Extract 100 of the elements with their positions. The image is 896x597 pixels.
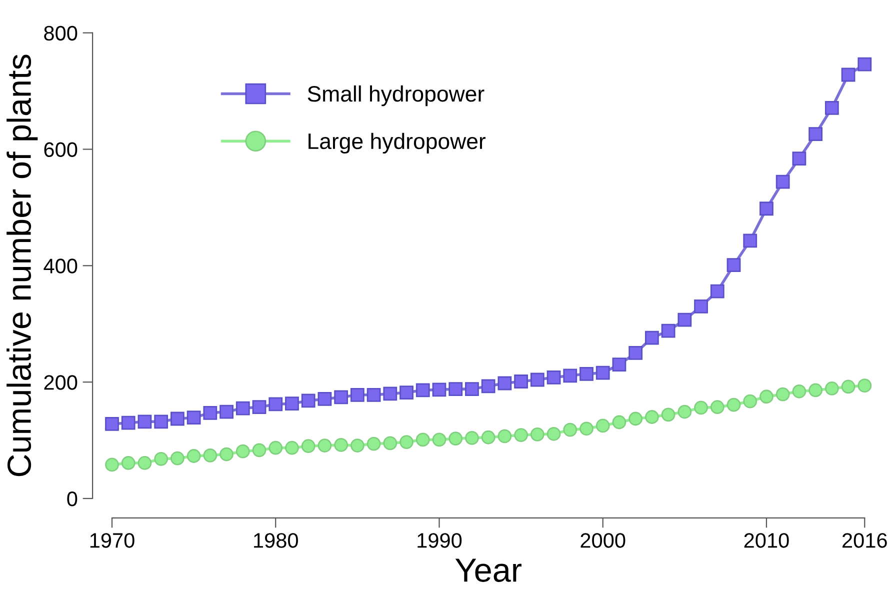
legend-label: Large hydropower xyxy=(308,132,486,154)
point xyxy=(824,100,839,115)
x-tick-label: 1980 xyxy=(254,533,298,548)
point xyxy=(285,396,299,411)
point xyxy=(432,382,446,397)
x-tick-label: 2016 xyxy=(842,533,887,548)
point xyxy=(334,438,348,452)
y-axis-title: Cumulative number of plants xyxy=(6,54,38,476)
x-axis-title: Year xyxy=(455,558,522,582)
point xyxy=(644,410,659,424)
point xyxy=(138,414,152,429)
point xyxy=(203,448,218,462)
point xyxy=(710,400,724,414)
point xyxy=(105,458,119,472)
point xyxy=(400,386,414,400)
point xyxy=(563,368,578,383)
point xyxy=(580,366,594,381)
point xyxy=(481,430,496,444)
point xyxy=(612,415,626,430)
point xyxy=(678,404,692,419)
point xyxy=(726,398,741,412)
point xyxy=(448,432,463,446)
point xyxy=(694,400,708,415)
point xyxy=(776,174,790,189)
point xyxy=(236,401,250,416)
x-tick-label: 2000 xyxy=(580,533,626,548)
point xyxy=(121,416,136,430)
point xyxy=(252,443,266,458)
point xyxy=(301,439,316,454)
point xyxy=(170,412,184,426)
point xyxy=(383,436,398,450)
point xyxy=(301,394,316,408)
point xyxy=(285,440,299,455)
point xyxy=(678,312,692,327)
point xyxy=(416,432,430,447)
point xyxy=(546,370,561,384)
point xyxy=(432,432,446,447)
point xyxy=(841,380,856,394)
y-tick-label: 800 xyxy=(44,26,78,41)
y-tick-label: 600 xyxy=(44,142,78,158)
point xyxy=(448,382,463,396)
point xyxy=(220,447,234,462)
point xyxy=(203,406,218,420)
point xyxy=(318,392,332,406)
point xyxy=(465,382,479,396)
point xyxy=(416,383,430,398)
point xyxy=(808,127,822,142)
point xyxy=(138,456,152,470)
point xyxy=(400,435,414,449)
point xyxy=(268,397,283,412)
point xyxy=(710,284,724,298)
point xyxy=(366,436,381,451)
x-tick-label: 2010 xyxy=(744,533,789,548)
point xyxy=(530,372,544,387)
point xyxy=(220,404,234,419)
point xyxy=(514,428,528,442)
point xyxy=(726,258,741,272)
point xyxy=(546,426,561,441)
point xyxy=(465,431,479,445)
x-tick-label: 1990 xyxy=(418,533,462,548)
point xyxy=(318,438,332,452)
point xyxy=(760,202,774,216)
point xyxy=(383,386,398,401)
point xyxy=(824,382,839,396)
point xyxy=(776,387,790,402)
point xyxy=(186,449,201,463)
point xyxy=(628,412,643,426)
point xyxy=(580,422,594,436)
legend-label: Small hydropower xyxy=(308,85,484,106)
point xyxy=(481,379,496,394)
point xyxy=(792,152,806,166)
point xyxy=(792,384,806,398)
point xyxy=(743,394,758,408)
point xyxy=(154,452,168,466)
point xyxy=(841,68,856,82)
point xyxy=(186,410,201,425)
point xyxy=(236,444,250,458)
point xyxy=(858,378,872,393)
point xyxy=(530,428,544,442)
point xyxy=(743,234,758,248)
y-tick-label: 0 xyxy=(67,491,78,506)
point xyxy=(350,388,364,402)
point xyxy=(644,330,659,345)
point xyxy=(694,299,708,314)
point xyxy=(514,374,528,388)
point xyxy=(596,418,610,433)
point xyxy=(252,400,266,414)
point xyxy=(105,417,119,431)
point xyxy=(612,358,626,372)
point xyxy=(498,429,512,444)
point xyxy=(121,456,136,470)
point xyxy=(350,438,364,452)
y-tick-label: 200 xyxy=(44,375,78,390)
x-tick-label: 1970 xyxy=(90,533,134,548)
point xyxy=(366,388,381,402)
point xyxy=(170,451,184,466)
point xyxy=(661,408,676,422)
point xyxy=(563,422,578,437)
point xyxy=(760,390,774,404)
point xyxy=(628,346,643,360)
